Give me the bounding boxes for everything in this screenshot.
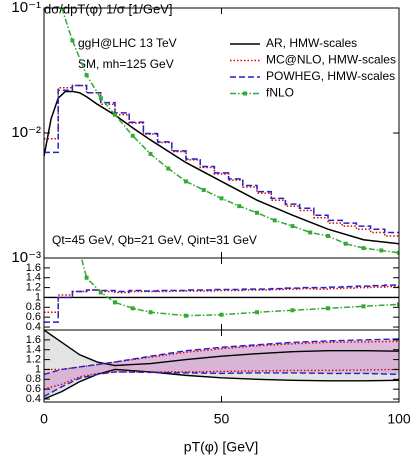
x-tick-label: 100 bbox=[387, 411, 411, 427]
x-axis-label: pT(φ) [GeV] bbox=[184, 439, 258, 455]
marker bbox=[148, 310, 153, 315]
y-tick-label: 1.4 bbox=[26, 344, 41, 356]
x-tick-label: 0 bbox=[40, 411, 48, 427]
y-tick-label: 1.2 bbox=[26, 353, 41, 365]
marker bbox=[201, 187, 206, 192]
marker bbox=[84, 73, 89, 78]
marker bbox=[290, 308, 295, 313]
legend-label: MC@NLO, HMW-scales bbox=[266, 53, 396, 67]
marker bbox=[184, 179, 188, 184]
y-tick-label: 0.4 bbox=[26, 393, 41, 405]
band-edge bbox=[44, 368, 399, 400]
y-tick-label: 1.2 bbox=[26, 281, 41, 293]
marker bbox=[166, 166, 171, 171]
marker bbox=[98, 96, 103, 101]
histogram-line bbox=[44, 84, 399, 234]
marker bbox=[290, 224, 295, 229]
y-tick-label: 10⁻¹ bbox=[11, 0, 41, 16]
y-tick-label: 1.6 bbox=[26, 262, 41, 274]
y-tick-label: 0.8 bbox=[26, 373, 41, 385]
marker bbox=[397, 250, 399, 255]
marker bbox=[219, 196, 224, 201]
legend-label: POWHEG, HMW-scales bbox=[266, 69, 395, 83]
band-edge bbox=[44, 338, 399, 376]
x-tick-label: 50 bbox=[214, 411, 230, 427]
y-tick-label: 1.4 bbox=[26, 272, 41, 284]
y-tick-label: 0.6 bbox=[26, 311, 41, 323]
marker bbox=[59, 8, 64, 10]
marker bbox=[98, 290, 103, 295]
annotation: Qt=45 GeV, Qb=21 GeV, Qint=31 GeV bbox=[52, 233, 257, 247]
annotation: SM, mh=125 GeV bbox=[78, 57, 174, 71]
band-edge bbox=[44, 371, 399, 398]
marker bbox=[70, 38, 75, 43]
plot-area bbox=[44, 330, 399, 400]
marker bbox=[326, 306, 330, 311]
marker bbox=[60, 98, 64, 102]
y-tick-label: 0.8 bbox=[26, 301, 41, 313]
histogram-line bbox=[44, 285, 399, 313]
marker bbox=[397, 302, 399, 307]
marker bbox=[255, 210, 259, 215]
y-tick-label: 10⁻³ bbox=[11, 249, 41, 266]
plot-area bbox=[44, 8, 399, 255]
histogram-line bbox=[44, 84, 399, 237]
chart-title: dσ/dpT(φ) 1/σ [1/GeV] bbox=[44, 1, 173, 16]
marker bbox=[113, 300, 117, 305]
marker bbox=[148, 151, 153, 156]
band-fill bbox=[44, 338, 399, 397]
marker bbox=[130, 306, 135, 311]
legend-label: fNLO bbox=[266, 86, 294, 100]
marker bbox=[84, 275, 89, 280]
marker bbox=[343, 241, 348, 246]
band-edge bbox=[44, 368, 399, 390]
legend-marker bbox=[243, 91, 247, 96]
plot-area bbox=[44, 98, 399, 323]
marker bbox=[70, 221, 74, 225]
y-tick-label: 1 bbox=[35, 363, 41, 375]
y-tick-label: 1.6 bbox=[26, 334, 41, 346]
marker bbox=[361, 246, 366, 251]
y-tick-label: 0.4 bbox=[26, 321, 41, 333]
marker bbox=[255, 310, 259, 315]
legend-label: AR, HMW-scales bbox=[266, 36, 357, 50]
marker bbox=[237, 204, 242, 209]
axes-frame bbox=[43, 257, 400, 331]
marker bbox=[326, 233, 330, 238]
marker bbox=[361, 304, 366, 309]
marker bbox=[379, 248, 384, 253]
marker bbox=[308, 230, 313, 235]
series-line bbox=[80, 258, 399, 317]
marker bbox=[272, 218, 277, 223]
y-tick-label: 1 bbox=[35, 291, 41, 303]
y-tick-label: 0.6 bbox=[26, 383, 41, 395]
marker bbox=[219, 312, 224, 317]
series-line bbox=[44, 90, 399, 245]
y-tick-label: 10⁻² bbox=[11, 124, 41, 141]
annotation: ggH@LHC 13 TeV bbox=[78, 36, 177, 50]
histogram-line bbox=[44, 284, 399, 323]
band-edge bbox=[44, 330, 399, 367]
marker bbox=[130, 133, 135, 138]
marker bbox=[113, 112, 117, 117]
marker bbox=[184, 313, 188, 318]
